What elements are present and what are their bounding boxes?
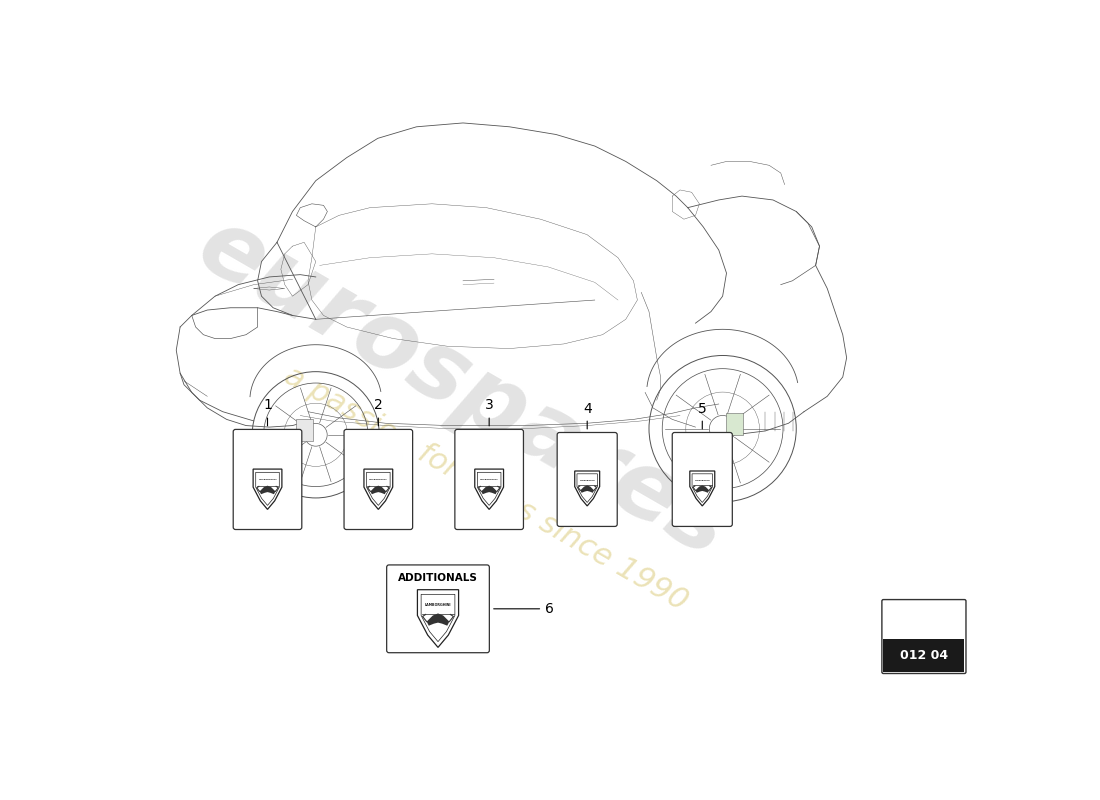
Text: LAMBORGHINI: LAMBORGHINI: [580, 480, 595, 481]
Text: ADDITIONALS: ADDITIONALS: [398, 574, 477, 583]
Text: 6: 6: [494, 602, 554, 616]
Polygon shape: [255, 472, 279, 506]
Text: 1: 1: [263, 398, 272, 426]
Polygon shape: [253, 469, 282, 510]
Polygon shape: [417, 590, 459, 647]
Bar: [883, 639, 965, 672]
Bar: [296, 419, 314, 441]
FancyBboxPatch shape: [558, 433, 617, 526]
Polygon shape: [475, 469, 504, 510]
Polygon shape: [371, 486, 386, 494]
Polygon shape: [692, 474, 713, 502]
Polygon shape: [364, 469, 393, 510]
Polygon shape: [477, 472, 500, 506]
Polygon shape: [260, 486, 275, 494]
Polygon shape: [581, 486, 594, 493]
Text: 5: 5: [697, 402, 706, 429]
Text: 4: 4: [583, 402, 592, 429]
FancyBboxPatch shape: [672, 433, 733, 526]
Polygon shape: [574, 471, 600, 506]
Text: LAMBORGHINI: LAMBORGHINI: [480, 479, 498, 480]
FancyBboxPatch shape: [455, 430, 524, 530]
Text: 3: 3: [485, 398, 494, 426]
Text: a passion for parts since 1990: a passion for parts since 1990: [279, 361, 693, 617]
Polygon shape: [421, 594, 455, 642]
Text: LAMBORGHINI: LAMBORGHINI: [370, 479, 387, 480]
Text: LAMBORGHINI: LAMBORGHINI: [694, 480, 710, 481]
Polygon shape: [366, 472, 390, 506]
Bar: [726, 414, 742, 435]
FancyBboxPatch shape: [387, 565, 490, 653]
Polygon shape: [427, 614, 449, 626]
Text: 012 04: 012 04: [900, 649, 948, 662]
Polygon shape: [481, 486, 497, 494]
Polygon shape: [578, 474, 597, 502]
Text: 2: 2: [374, 398, 383, 426]
Polygon shape: [690, 471, 715, 506]
FancyBboxPatch shape: [233, 430, 301, 530]
Text: LAMBORGHINI: LAMBORGHINI: [425, 603, 451, 607]
FancyBboxPatch shape: [344, 430, 412, 530]
Text: LAMBORGHINI: LAMBORGHINI: [258, 479, 277, 480]
Text: eurospares: eurospares: [182, 199, 745, 578]
Bar: [883, 601, 965, 639]
Polygon shape: [695, 486, 710, 493]
